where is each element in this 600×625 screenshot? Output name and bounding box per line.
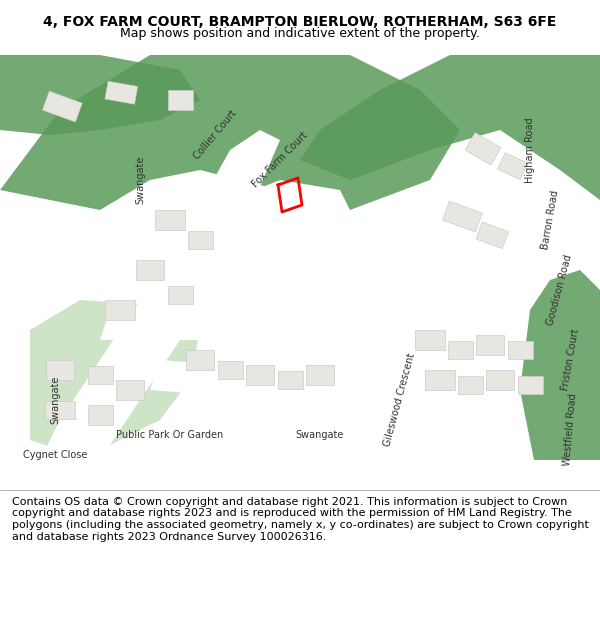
Text: Cygnet Close: Cygnet Close (23, 450, 87, 460)
Text: Swangate: Swangate (296, 430, 344, 440)
Bar (486, 370, 514, 390)
Bar (186, 350, 214, 370)
Bar (443, 201, 482, 232)
Bar (88, 366, 113, 384)
Polygon shape (210, 180, 360, 310)
Bar (218, 361, 242, 379)
Text: Public Park Or Garden: Public Park Or Garden (116, 430, 224, 440)
Bar (458, 376, 482, 394)
Polygon shape (0, 55, 200, 135)
Text: Westfield Road: Westfield Road (562, 393, 578, 467)
Text: Barron Road: Barron Road (540, 189, 560, 251)
Bar (476, 222, 508, 249)
Bar (88, 405, 113, 425)
Polygon shape (0, 460, 600, 490)
Text: Contains OS data © Crown copyright and database right 2021. This information is : Contains OS data © Crown copyright and d… (12, 497, 589, 541)
Text: Goodison Road: Goodison Road (546, 254, 574, 326)
Text: 4, FOX FARM COURT, BRAMPTON BIERLOW, ROTHERHAM, S63 6FE: 4, FOX FARM COURT, BRAMPTON BIERLOW, ROT… (43, 16, 557, 29)
Text: Swangate: Swangate (135, 156, 145, 204)
Text: Map shows position and indicative extent of the property.: Map shows position and indicative extent… (120, 27, 480, 39)
Bar (46, 360, 74, 380)
Bar (425, 370, 455, 390)
Bar (508, 341, 533, 359)
Bar (167, 286, 193, 304)
Bar (45, 401, 75, 419)
Polygon shape (560, 460, 600, 490)
Text: Collier Court: Collier Court (191, 109, 238, 161)
Bar (187, 231, 212, 249)
Text: Swangate: Swangate (50, 376, 60, 424)
Bar (155, 210, 185, 230)
Polygon shape (30, 300, 200, 450)
Bar (465, 132, 501, 165)
Polygon shape (300, 55, 600, 200)
Bar (448, 341, 473, 359)
Text: Friston Court: Friston Court (560, 328, 580, 392)
Polygon shape (150, 360, 420, 410)
Bar (517, 376, 542, 394)
Text: Higham Road: Higham Road (525, 118, 535, 182)
Bar (43, 91, 82, 122)
Polygon shape (30, 130, 280, 490)
Bar (476, 335, 504, 355)
Bar (415, 330, 445, 350)
Polygon shape (0, 55, 460, 210)
Polygon shape (520, 270, 600, 490)
Text: Gileswood Crescent: Gileswood Crescent (383, 352, 417, 447)
Polygon shape (400, 170, 500, 490)
Bar (277, 371, 302, 389)
Bar (136, 260, 164, 280)
Text: Fox Farm Court: Fox Farm Court (250, 131, 310, 189)
Bar (105, 300, 135, 320)
Bar (116, 380, 144, 400)
Polygon shape (100, 310, 360, 340)
Bar (105, 81, 137, 104)
Bar (167, 90, 193, 110)
Bar (497, 152, 528, 179)
Bar (306, 365, 334, 385)
Bar (246, 365, 274, 385)
